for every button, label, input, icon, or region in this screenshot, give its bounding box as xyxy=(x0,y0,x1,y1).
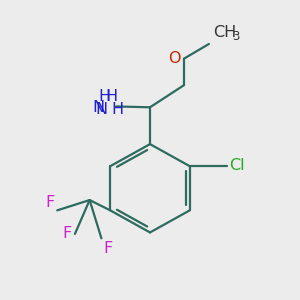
Text: N: N xyxy=(92,100,104,116)
Text: O: O xyxy=(168,51,181,66)
Text: H: H xyxy=(98,88,110,104)
Text: 3: 3 xyxy=(232,29,239,43)
Text: Cl: Cl xyxy=(229,158,244,173)
Text: F: F xyxy=(103,241,112,256)
Text: H: H xyxy=(106,88,118,104)
Text: F: F xyxy=(46,195,55,210)
Text: F: F xyxy=(63,226,72,242)
Text: H: H xyxy=(112,102,124,117)
Text: CH: CH xyxy=(213,25,237,40)
Text: N: N xyxy=(95,102,107,117)
